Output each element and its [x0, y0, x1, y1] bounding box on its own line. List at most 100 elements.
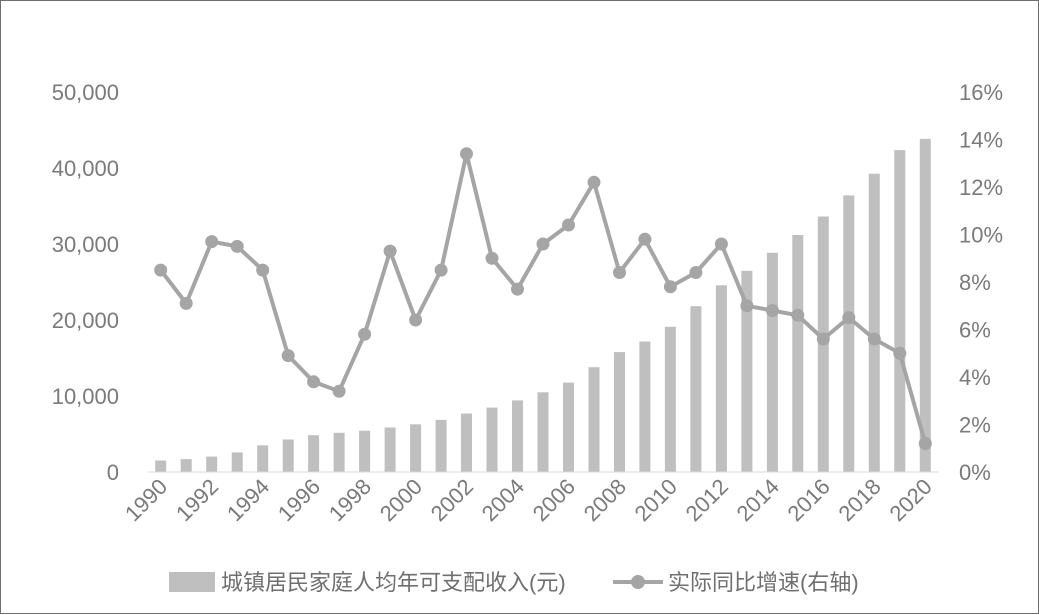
income-bar-2014 [766, 252, 778, 472]
right-tick-label: 16% [959, 80, 1003, 105]
right-axis-ticks: 0% 2% 4% 6% 8% 10% 12% 14% 16% [959, 80, 1003, 485]
growth-point-2003 [485, 251, 499, 265]
legend: 城镇居民家庭人均年可支配收入(元) 实际同比增速(右轴) [169, 570, 859, 595]
growth-point-2014 [765, 304, 779, 317]
right-tick-label: 8% [959, 270, 991, 295]
x-tick-label: 1994 [222, 474, 274, 526]
income-bar-2002 [461, 413, 472, 472]
left-tick-label: 40,000 [52, 156, 119, 181]
growth-point-1994 [256, 263, 270, 277]
legend-bar-swatch [169, 572, 215, 592]
right-tick-label: 10% [959, 223, 1003, 248]
x-axis-ticks: 1990199219941996199820002002200420062008… [120, 474, 937, 526]
x-tick-label: 1996 [273, 474, 325, 526]
income-bar-2003 [486, 407, 498, 472]
income-bar-2000 [410, 424, 422, 472]
x-tick-label: 2004 [477, 474, 529, 526]
x-tick-label: 2010 [630, 474, 682, 526]
left-tick-label: 50,000 [52, 80, 119, 105]
growth-point-2006 [562, 218, 575, 232]
right-tick-label: 12% [959, 175, 1003, 200]
income-bar-2012 [715, 285, 727, 472]
income-bar-2004 [512, 400, 523, 472]
right-tick-label: 0% [959, 460, 991, 485]
legend-bar-label: 城镇居民家庭人均年可支配收入(元) [221, 570, 566, 595]
x-tick-label: 1990 [120, 474, 172, 526]
income-bar-2010 [664, 326, 676, 472]
income-bar-2017 [843, 195, 855, 472]
growth-point-2002 [460, 147, 473, 161]
income-bar-1996 [308, 435, 320, 472]
growth-point-1999 [383, 244, 397, 258]
income-bar-1990 [155, 460, 167, 472]
x-tick-label: 2008 [579, 474, 631, 526]
x-tick-label: 2020 [885, 474, 937, 526]
x-tick-label: 1998 [324, 474, 376, 526]
right-tick-label: 4% [959, 365, 991, 390]
income-bar-1998 [359, 430, 371, 472]
income-bar-2020 [919, 138, 931, 472]
legend-line-marker [631, 575, 645, 589]
growth-point-2008 [613, 266, 626, 279]
income-bar-2008 [614, 352, 625, 472]
growth-point-2012 [714, 237, 728, 251]
left-tick-label: 0 [107, 460, 119, 485]
growth-point-1990 [154, 263, 168, 277]
left-tick-label: 10,000 [52, 384, 119, 409]
growth-point-2005 [536, 237, 550, 251]
right-tick-label: 6% [959, 318, 991, 343]
x-tick-label: 2018 [834, 474, 886, 526]
growth-point-2017 [842, 311, 856, 325]
growth-point-2011 [689, 266, 703, 279]
income-bar-2019 [894, 150, 906, 472]
growth-point-2018 [867, 332, 881, 346]
legend-line-label: 实际同比增速(右轴) [668, 570, 859, 595]
growth-point-1997 [332, 384, 346, 398]
growth-point-1992 [205, 235, 219, 249]
growth-point-2001 [434, 263, 448, 277]
income-bar-2005 [537, 392, 549, 472]
income-bar-1991 [180, 459, 192, 472]
income-bar-1999 [384, 427, 396, 472]
income-bar-2006 [563, 382, 574, 472]
x-tick-label: 1992 [171, 474, 223, 526]
growth-point-1998 [358, 327, 372, 341]
x-tick-label: 2016 [783, 474, 835, 526]
growth-point-2010 [663, 280, 677, 294]
growth-point-2019 [893, 346, 907, 360]
growth-point-2015 [791, 308, 805, 322]
x-tick-label: 2014 [732, 474, 784, 526]
income-bar-2009 [639, 341, 651, 472]
growth-point-1991 [179, 296, 193, 310]
left-tick-label: 30,000 [52, 232, 119, 257]
growth-point-2000 [409, 313, 423, 327]
income-bar-1992 [206, 456, 218, 472]
income-bar-2011 [690, 306, 702, 472]
line-layer [154, 147, 932, 450]
x-tick-label: 2002 [426, 474, 478, 526]
growth-point-2013 [740, 299, 754, 313]
x-tick-label: 2000 [375, 474, 427, 526]
income-bar-1994 [257, 445, 269, 472]
income-bar-1997 [333, 432, 345, 472]
growth-point-2007 [587, 175, 601, 189]
x-tick-label: 2012 [681, 474, 733, 526]
income-bar-2013 [741, 270, 753, 472]
income-bar-2018 [868, 173, 880, 472]
growth-point-2004 [511, 282, 524, 296]
left-tick-label: 20,000 [52, 308, 119, 333]
left-axis-ticks: 0 10,000 20,000 30,000 40,000 50,000 [52, 80, 119, 485]
income-bar-2001 [435, 419, 447, 472]
growth-point-2009 [638, 232, 652, 246]
income-bar-1993 [231, 452, 243, 472]
right-tick-label: 2% [959, 413, 991, 438]
right-tick-label: 14% [959, 128, 1003, 153]
x-tick-label: 2006 [528, 474, 580, 526]
income-bar-2007 [588, 367, 600, 472]
growth-point-2016 [816, 332, 830, 346]
growth-point-1993 [230, 239, 244, 253]
income-bar-1995 [282, 439, 294, 472]
income-bar-2015 [792, 235, 804, 472]
